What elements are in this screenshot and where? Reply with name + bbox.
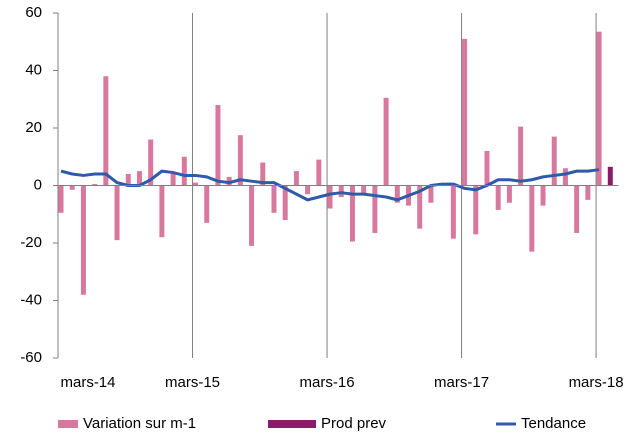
legend-swatch bbox=[58, 420, 78, 428]
bar bbox=[136, 171, 142, 186]
bar bbox=[383, 97, 389, 186]
bar bbox=[585, 185, 591, 200]
bar bbox=[181, 156, 187, 186]
bar bbox=[607, 166, 613, 186]
bar bbox=[249, 185, 255, 246]
y-tick-label: -60 bbox=[20, 349, 42, 366]
bar bbox=[349, 185, 355, 242]
bar bbox=[428, 185, 434, 203]
x-tick-label: mars-17 bbox=[434, 374, 489, 391]
bar bbox=[204, 185, 210, 223]
bar bbox=[58, 185, 64, 213]
legend-label: Tendance bbox=[521, 415, 586, 432]
bar bbox=[237, 135, 243, 186]
y-tick-label: 20 bbox=[25, 119, 42, 136]
bar bbox=[484, 151, 490, 186]
bar bbox=[293, 171, 299, 186]
bar bbox=[529, 185, 535, 252]
legend-swatch bbox=[268, 420, 316, 428]
bar bbox=[170, 174, 176, 186]
bar bbox=[518, 126, 524, 186]
bar bbox=[92, 184, 98, 186]
y-tick-label: -20 bbox=[20, 234, 42, 251]
bar bbox=[271, 185, 277, 213]
x-tick-label: mars-15 bbox=[165, 374, 220, 391]
y-tick-label: 0 bbox=[34, 176, 42, 193]
bar bbox=[103, 76, 109, 186]
bar bbox=[394, 185, 400, 203]
bar bbox=[125, 174, 131, 186]
bar bbox=[316, 159, 322, 186]
bar bbox=[450, 185, 456, 239]
bar bbox=[193, 182, 199, 186]
bar bbox=[114, 185, 120, 241]
bar bbox=[327, 185, 333, 209]
bar bbox=[215, 105, 221, 186]
bar bbox=[305, 185, 311, 195]
bar bbox=[159, 185, 165, 238]
bar bbox=[596, 31, 602, 186]
legend-label: Variation sur m-1 bbox=[83, 415, 196, 432]
x-tick-label: mars-16 bbox=[300, 374, 355, 391]
bar bbox=[495, 185, 501, 210]
y-tick-label: 40 bbox=[25, 61, 42, 78]
bar bbox=[80, 185, 86, 295]
bar bbox=[282, 185, 288, 220]
x-tick-label: mars-18 bbox=[569, 374, 624, 391]
bar bbox=[574, 185, 580, 233]
bar bbox=[260, 162, 266, 186]
y-tick-label: -40 bbox=[20, 291, 42, 308]
y-tick-label: 60 bbox=[25, 4, 42, 21]
bar bbox=[562, 168, 568, 186]
bar bbox=[551, 136, 557, 186]
legend-label: Prod prev bbox=[321, 415, 387, 432]
bar bbox=[148, 139, 154, 186]
trend-line bbox=[60, 168, 600, 202]
bar bbox=[69, 185, 75, 190]
bar bbox=[417, 185, 423, 229]
bar bbox=[462, 38, 468, 186]
bar bbox=[372, 185, 378, 233]
x-tick-label: mars-14 bbox=[60, 374, 115, 391]
bar bbox=[361, 185, 367, 195]
bar bbox=[473, 185, 479, 235]
bar bbox=[540, 185, 546, 206]
bar bbox=[506, 185, 512, 203]
